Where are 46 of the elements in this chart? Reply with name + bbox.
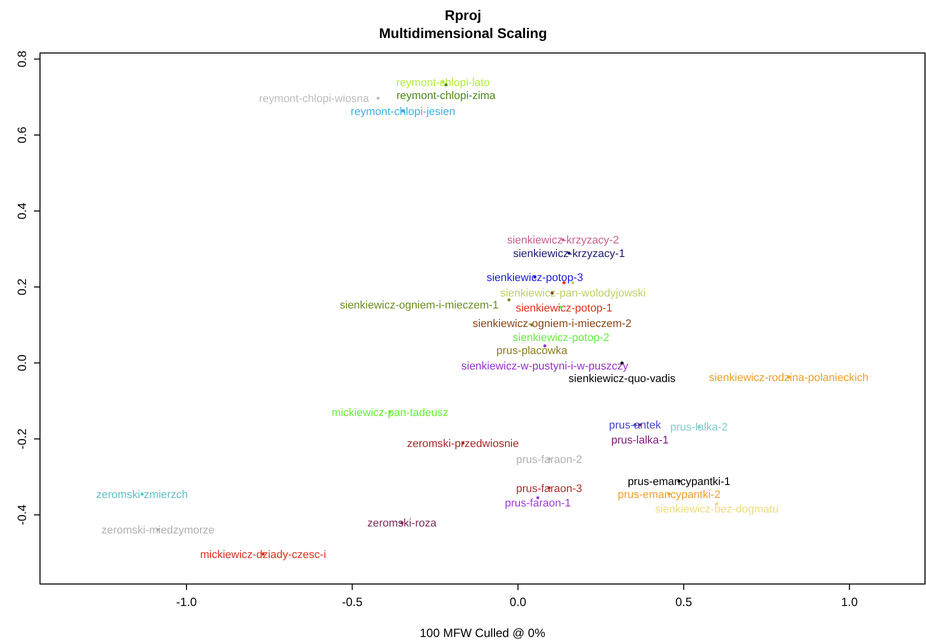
series-label: sienkiewicz-krzyzacy-2 [507,234,619,247]
series-label: zeromski-przedwiosnie [407,438,519,450]
x-tick-label: 0.0 [510,595,527,609]
x-axis-title: 100 MFW Culled @ 0% [420,626,546,640]
y-tick-label: 0.2 [15,278,29,296]
text: sienkiewicz-potop-1 [516,302,612,315]
series-label: prus-faraon-2 [516,454,582,466]
series-label: sienkiewicz-bez-dogmatu [655,504,779,516]
series-label: zeromski-roza [367,518,438,530]
series-label: reymont-chlopi-wiosna [259,93,370,106]
text: sienkiewicz-potop-2 [512,332,610,344]
y-tick-label: 0.0 [15,354,29,372]
series-label: sienkiewicz-krzyzacy-1 [513,248,625,260]
y-tick-label: 0.4 [15,202,29,220]
series-label: prus-faraon-1 [504,498,571,510]
series-label: mickiewicz-dziady-czesc-i [200,548,326,561]
x-tick-label: 1.0 [841,595,858,609]
y-tick-label: -0.2 [15,428,29,450]
series-label: mickiewicz-pan-tadeusz [332,406,448,419]
series-label: prus-antek [608,420,662,432]
series-label: prus-faraon-3 [516,482,582,495]
y-tick-label: 0.8 [15,50,29,68]
text: sienkiewicz-ogniem-i-mieczem-2 [472,318,632,330]
chart-subtitle: Multidimensional Scaling [378,25,548,41]
y-tick-label: 0.6 [15,126,29,144]
series-label: sienkiewicz-pan-wolodyjowski [500,288,646,300]
x-tick-label: 0.5 [675,595,692,609]
y-tick-label: -0.4 [15,504,29,526]
series-label: sienkiewicz-potop-3 [486,272,584,284]
series-label: prus-lalka-2 [670,422,728,434]
point [376,96,380,100]
series-label: zeromski-zmierzch [96,488,188,501]
series-label: prus-emancypantki-1 [628,476,730,488]
series-label: prus-emancypantki-2 [618,488,720,501]
series-label: sienkiewicz-ogniem-i-mieczem-1 [340,300,499,312]
series-label: prus-lalka-1 [611,434,669,447]
chart-title: Rproj [444,7,482,23]
x-tick-label: -0.5 [342,595,363,609]
text: prus-placowka [496,344,568,357]
x-tick-label: -1.0 [176,595,198,609]
series-label: sienkiewicz-quo-vadis [568,372,676,385]
series-label: sienkiewicz-rodzina-polanieckich [708,372,869,384]
series-label: zeromski-miedzymorze [101,524,215,537]
series-label: reymont-chlopi-zima [396,90,496,102]
series-label: reymont-chlopi-jesien [350,106,456,118]
series-label: sienkiewicz-w-pustyni-i-w-puszczy [461,360,629,373]
